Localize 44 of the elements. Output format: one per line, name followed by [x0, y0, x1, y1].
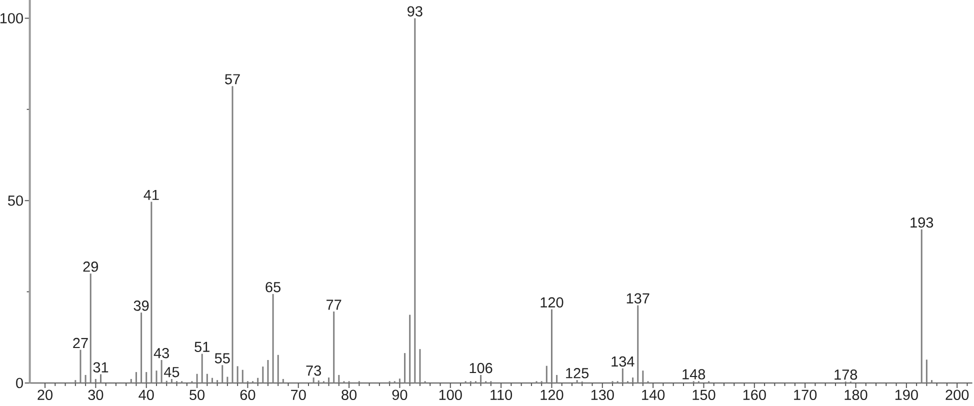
x-tick-label: 200 — [946, 390, 969, 400]
x-tick-label: 50 — [190, 390, 205, 400]
annotation: 120 — [540, 297, 564, 308]
annotation: 51 — [194, 342, 210, 352]
x-tick-label: 80 — [342, 390, 357, 400]
annotation: 55 — [214, 353, 230, 364]
annotation: 137 — [626, 293, 650, 304]
annotation: 57 — [225, 74, 240, 84]
annotation: 65 — [266, 282, 280, 292]
x-tick-label: 40 — [138, 390, 154, 400]
x-tick-label: 150 — [692, 390, 716, 400]
x-tick-label: 180 — [844, 390, 868, 400]
annotation: 93 — [408, 6, 422, 16]
x-tick-label: 100 — [439, 390, 462, 400]
annotation: 134 — [612, 356, 634, 367]
y-tick-label: 100 — [0, 13, 23, 24]
annotation: 77 — [326, 300, 342, 310]
annotation: 31 — [93, 362, 108, 372]
x-tick-label: 90 — [392, 390, 408, 400]
annotation: 148 — [682, 369, 706, 380]
annotation: 193 — [910, 217, 934, 228]
x-tick-label: 120 — [540, 390, 564, 400]
annotation: 27 — [73, 338, 88, 348]
x-tick-label: 70 — [291, 390, 306, 400]
x-tick-label: 140 — [642, 390, 665, 400]
x-tick-label: 60 — [240, 390, 256, 400]
x-tick-label: 30 — [88, 390, 104, 400]
x-tick-label: 190 — [895, 390, 918, 400]
annotation: 43 — [154, 348, 169, 358]
x-tick-label: 110 — [490, 390, 512, 400]
x-tick-label: 20 — [38, 390, 52, 400]
x-tick-label: 160 — [743, 390, 766, 400]
annotation: 73 — [306, 365, 321, 376]
y-tick-label: 50 — [8, 195, 23, 206]
y-tick-label: 0 — [16, 378, 23, 388]
annotation: 178 — [834, 370, 858, 380]
annotation: 45 — [164, 367, 180, 378]
annotation: 29 — [83, 262, 98, 272]
x-tick-label: 130 — [591, 390, 614, 400]
annotation: 106 — [470, 362, 492, 374]
x-tick-label: 170 — [794, 390, 817, 400]
annotation: 39 — [134, 300, 149, 311]
annotation: 125 — [566, 368, 589, 378]
annotation: 41 — [144, 190, 159, 200]
